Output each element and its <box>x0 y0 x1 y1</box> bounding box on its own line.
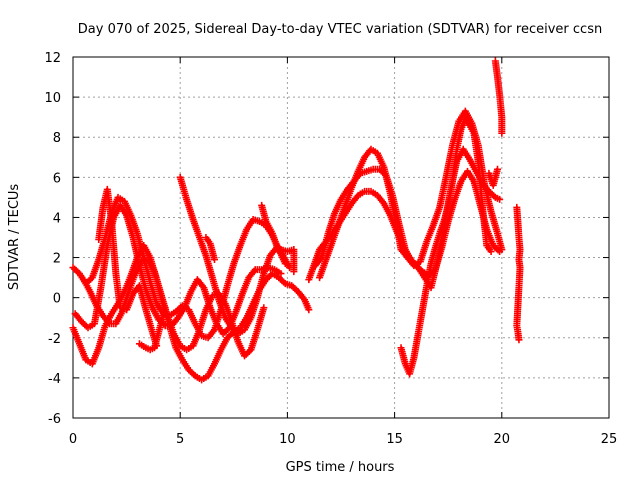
y-axis: -6 -4 -2 0 2 4 6 8 10 12 <box>44 51 609 427</box>
x-tick-label: 5 <box>176 432 184 447</box>
grid <box>73 57 609 418</box>
y-tick-label: 2 <box>53 252 61 267</box>
x-tick-label: 10 <box>279 432 296 447</box>
data-point-track-10 <box>496 195 504 203</box>
x-tick-label: 0 <box>69 432 77 447</box>
y-axis-label: SDTVAR / TECUs <box>7 184 22 291</box>
y-tick-label: 8 <box>53 131 61 146</box>
x-axis: 0 5 10 15 20 25 <box>69 57 617 447</box>
data-point-track-14 <box>515 336 523 344</box>
data-point-track-7 <box>290 268 298 276</box>
y-tick-label: 6 <box>53 171 61 186</box>
y-tick-label: 4 <box>53 211 61 226</box>
data-point-track-13 <box>494 165 502 173</box>
y-tick-label: 10 <box>44 91 61 106</box>
data-point-track-3 <box>305 306 313 314</box>
x-tick-label: 15 <box>386 432 403 447</box>
chart-title: Day 070 of 2025, Sidereal Day-to-day VTE… <box>78 22 602 37</box>
data-point-track-12 <box>487 248 495 256</box>
y-tick-label: 0 <box>53 292 61 307</box>
y-tick-label: -4 <box>48 372 61 387</box>
x-tick-label: 25 <box>601 432 618 447</box>
data-point-track-13 <box>498 129 506 137</box>
data-point-track-11 <box>498 246 506 254</box>
y-tick-label: -6 <box>48 412 61 427</box>
data-point-track-7 <box>211 256 219 264</box>
y-tick-label: -2 <box>48 332 61 347</box>
x-axis-label: GPS time / hours <box>286 460 395 475</box>
plot-frame <box>72 56 610 419</box>
data-points <box>69 57 524 384</box>
y-tick-label: 12 <box>44 51 61 66</box>
data-point-track-4 <box>260 304 268 312</box>
x-tick-label: 20 <box>494 432 511 447</box>
data-point-track-8 <box>161 304 169 312</box>
